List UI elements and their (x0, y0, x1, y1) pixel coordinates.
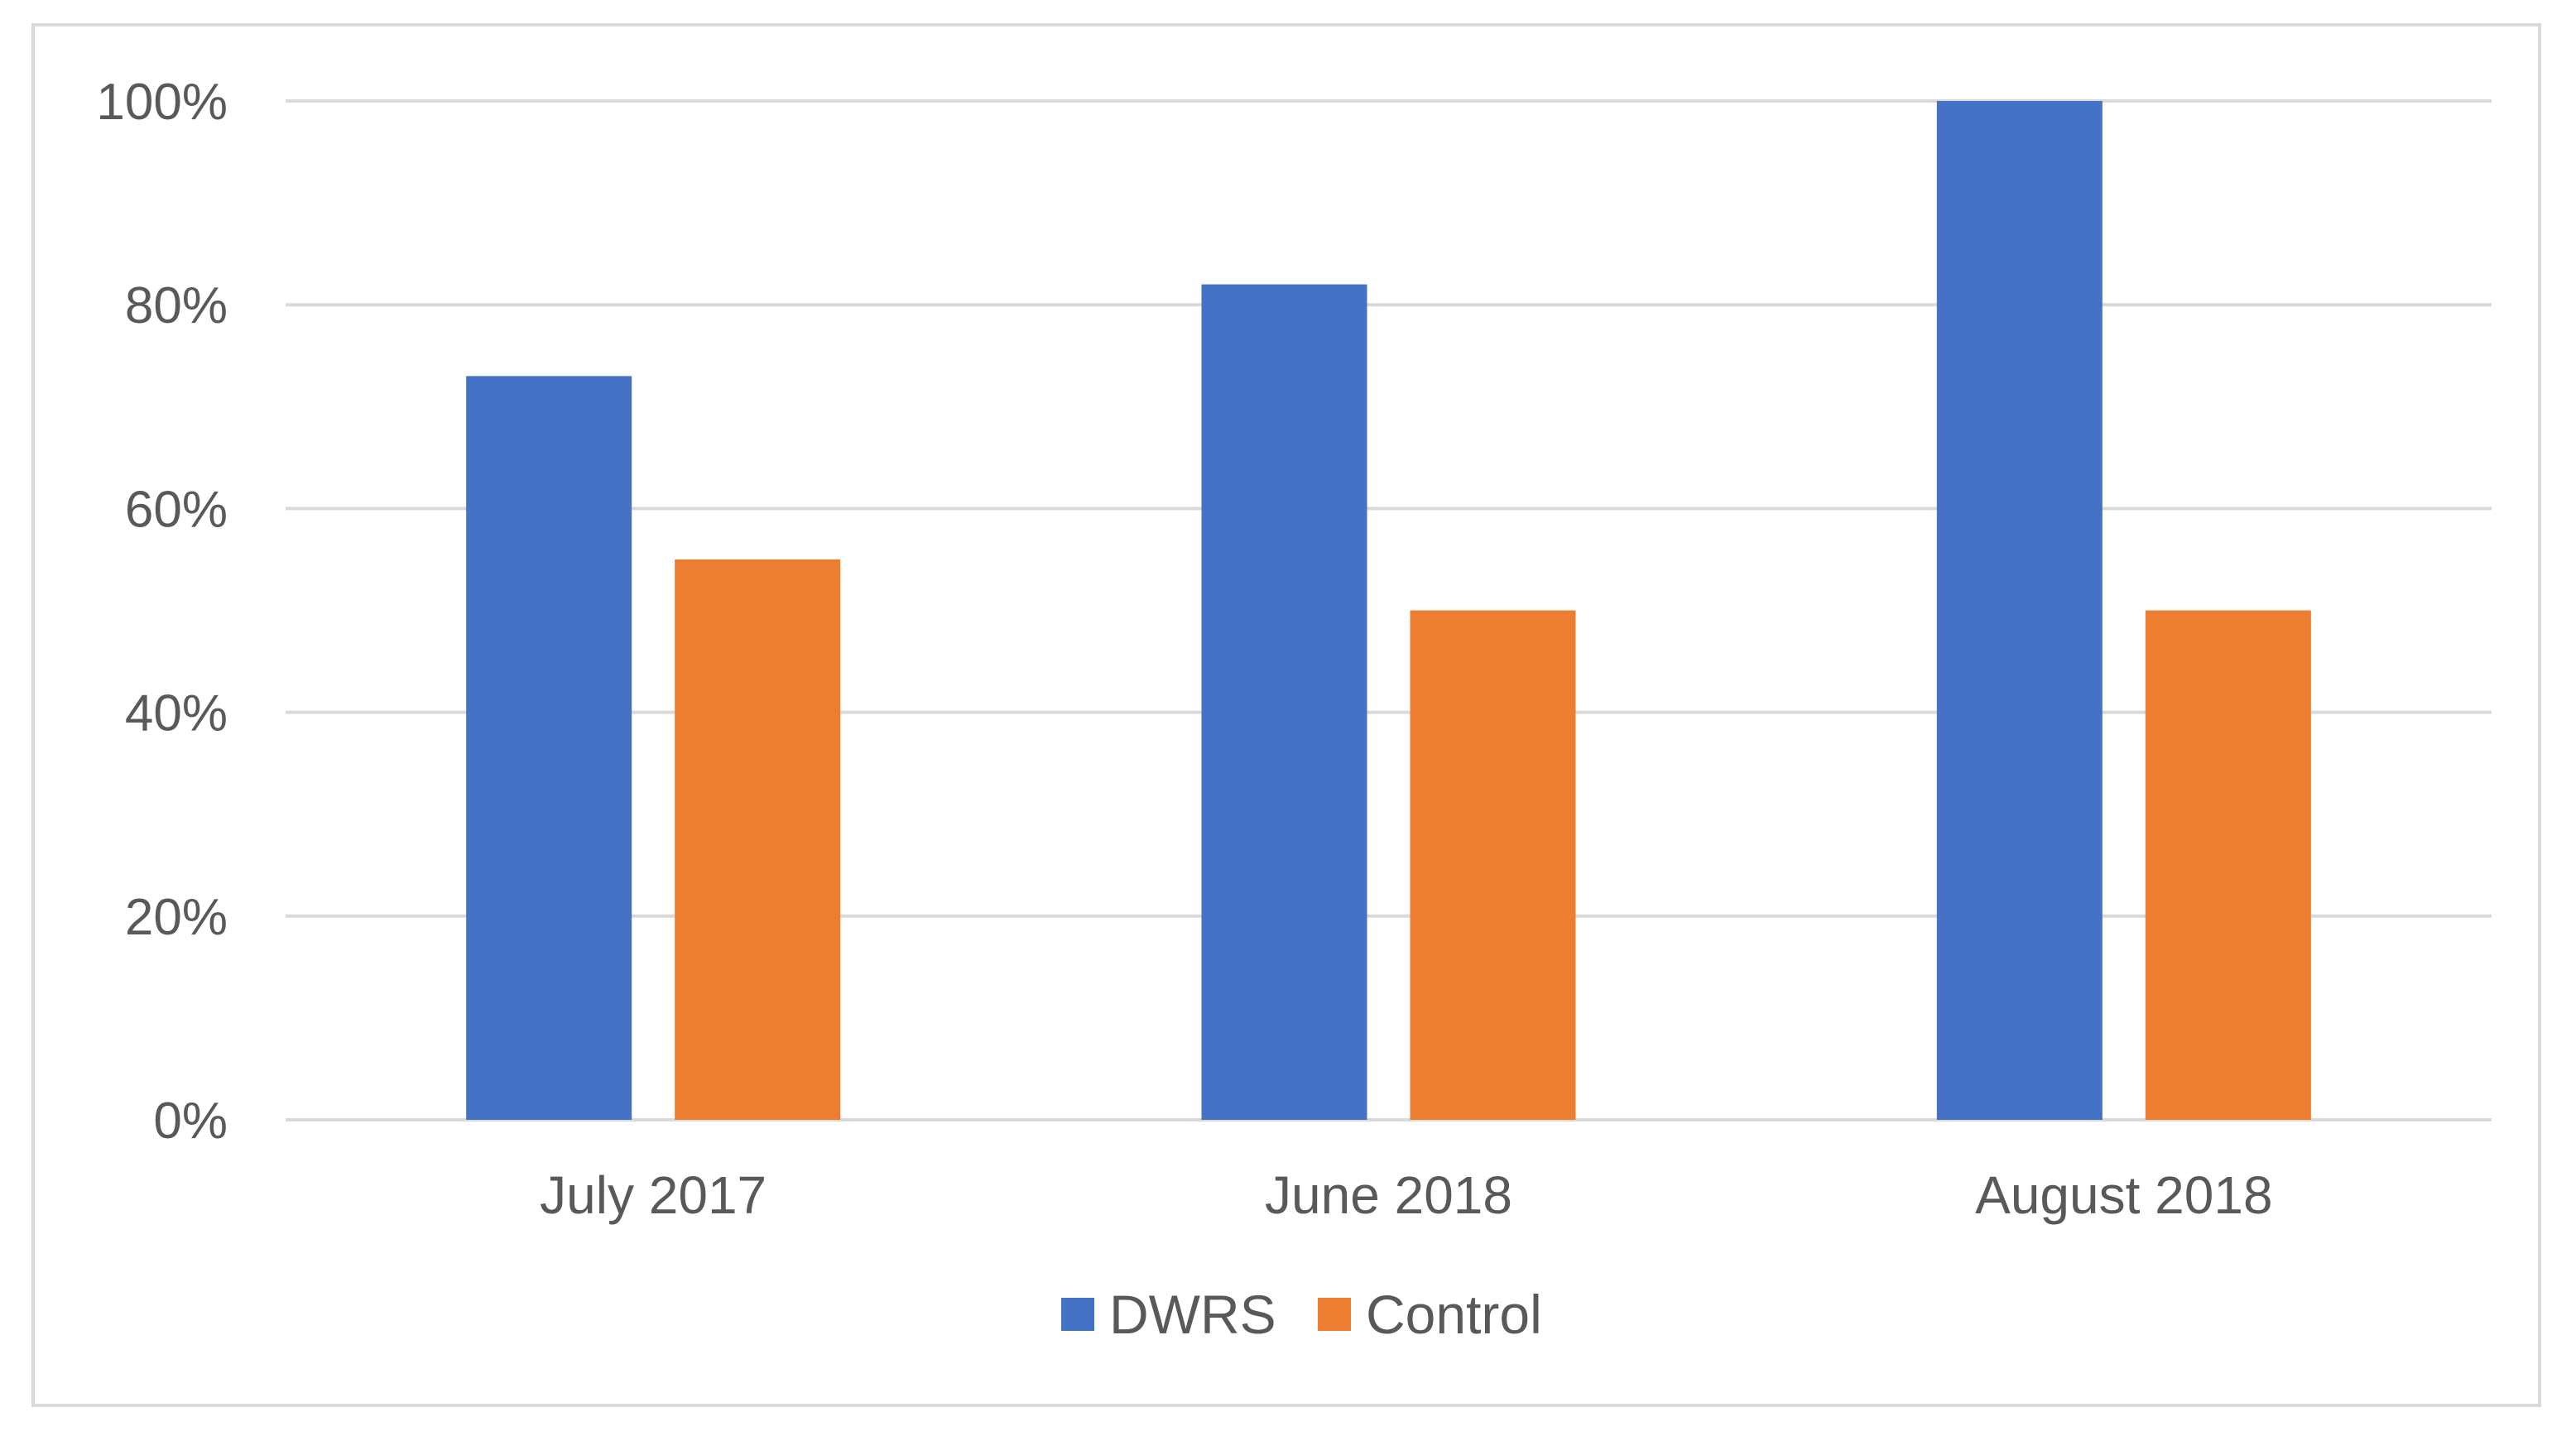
x-category-label: August 2018 (1975, 1165, 2272, 1225)
y-tick-label: 0% (153, 1093, 228, 1150)
y-tick-label: 80% (125, 277, 228, 334)
y-tick-label: 60% (125, 481, 228, 538)
x-category-label: June 2018 (1265, 1165, 1512, 1225)
legend-label-control: Control (1366, 1284, 1542, 1345)
legend-swatch-dwrs (1061, 1298, 1094, 1331)
x-category-label: July 2017 (540, 1165, 767, 1225)
bar-dwrs-1 (466, 376, 632, 1120)
bar-control-1 (675, 559, 841, 1120)
bar-dwrs-2 (1201, 284, 1367, 1121)
y-tick-label: 20% (125, 889, 228, 946)
legend-label-dwrs: DWRS (1109, 1284, 1276, 1345)
bar-dwrs-3 (1936, 101, 2103, 1120)
legend-swatch-control (1318, 1298, 1351, 1331)
bar-control-3 (2145, 610, 2311, 1120)
y-tick-label: 100% (96, 74, 228, 131)
bar-control-2 (1410, 610, 1576, 1120)
y-tick-label: 40% (125, 685, 228, 742)
